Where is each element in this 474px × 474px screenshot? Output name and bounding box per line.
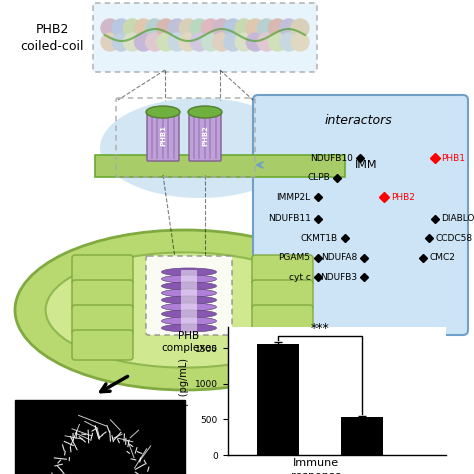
FancyBboxPatch shape	[72, 330, 133, 360]
Ellipse shape	[146, 106, 180, 118]
FancyBboxPatch shape	[93, 3, 317, 72]
Circle shape	[201, 19, 219, 37]
Circle shape	[269, 33, 287, 51]
Circle shape	[146, 19, 164, 37]
Bar	[181, 270, 197, 332]
Text: CMC2: CMC2	[430, 253, 456, 262]
Text: NDUFB3: NDUFB3	[320, 273, 357, 282]
FancyBboxPatch shape	[146, 256, 232, 335]
Y-axis label: IFN-β (pg/mL): IFN-β (pg/mL)	[179, 357, 189, 425]
Circle shape	[191, 33, 209, 51]
Ellipse shape	[15, 230, 355, 390]
Circle shape	[291, 19, 309, 37]
Text: PHB2: PHB2	[202, 126, 208, 146]
Circle shape	[135, 19, 153, 37]
Ellipse shape	[188, 106, 222, 118]
Ellipse shape	[162, 282, 217, 290]
Ellipse shape	[162, 296, 217, 304]
Text: ***: ***	[310, 322, 329, 335]
Ellipse shape	[162, 303, 217, 311]
Text: NDUFB10: NDUFB10	[310, 154, 354, 163]
Ellipse shape	[162, 317, 217, 325]
Bar	[15, 400, 185, 474]
Circle shape	[246, 19, 264, 37]
FancyBboxPatch shape	[72, 305, 133, 335]
Circle shape	[112, 33, 130, 51]
Circle shape	[135, 33, 153, 51]
Bar	[341, 418, 383, 455]
Circle shape	[235, 19, 253, 37]
Ellipse shape	[162, 289, 217, 297]
Text: NDUFA8: NDUFA8	[321, 253, 357, 262]
Circle shape	[280, 33, 298, 51]
Circle shape	[224, 19, 242, 37]
Circle shape	[213, 33, 231, 51]
Ellipse shape	[162, 324, 217, 332]
Text: PHB1: PHB1	[442, 154, 465, 163]
Circle shape	[246, 33, 264, 51]
Ellipse shape	[162, 275, 217, 283]
Bar	[257, 344, 299, 455]
Circle shape	[157, 33, 175, 51]
Circle shape	[123, 33, 141, 51]
FancyBboxPatch shape	[147, 111, 179, 161]
Circle shape	[101, 19, 119, 37]
Circle shape	[179, 33, 197, 51]
FancyBboxPatch shape	[252, 255, 313, 285]
Text: interactors: interactors	[324, 113, 392, 127]
Ellipse shape	[162, 268, 217, 276]
Text: PHB1: PHB1	[160, 126, 166, 146]
Circle shape	[235, 33, 253, 51]
Text: IMM: IMM	[355, 160, 377, 170]
FancyBboxPatch shape	[189, 111, 221, 161]
Text: NDUFB11: NDUFB11	[268, 214, 310, 223]
FancyBboxPatch shape	[72, 255, 133, 285]
Text: Immune
response: Immune response	[291, 458, 341, 474]
Circle shape	[168, 19, 186, 37]
Circle shape	[224, 33, 242, 51]
Text: PHB2
coiled-coil: PHB2 coiled-coil	[20, 23, 84, 53]
Text: PGAM5: PGAM5	[279, 253, 310, 262]
FancyBboxPatch shape	[252, 305, 313, 335]
Circle shape	[157, 19, 175, 37]
Text: CLPB: CLPB	[307, 173, 330, 182]
Text: PHB
complexes: PHB complexes	[161, 331, 217, 353]
Bar	[95, 155, 345, 177]
Circle shape	[201, 33, 219, 51]
Circle shape	[291, 33, 309, 51]
Text: CKMT1B: CKMT1B	[301, 234, 338, 243]
Text: DIABLO: DIABLO	[442, 214, 474, 223]
Circle shape	[112, 19, 130, 37]
Ellipse shape	[162, 310, 217, 318]
Text: IMMP2L: IMMP2L	[276, 193, 310, 202]
Circle shape	[213, 19, 231, 37]
Ellipse shape	[46, 252, 324, 368]
Circle shape	[123, 19, 141, 37]
Text: cyt c: cyt c	[289, 273, 310, 282]
Circle shape	[179, 19, 197, 37]
Circle shape	[168, 33, 186, 51]
Circle shape	[269, 19, 287, 37]
FancyBboxPatch shape	[252, 280, 313, 310]
Ellipse shape	[100, 98, 300, 198]
FancyBboxPatch shape	[253, 95, 468, 335]
Text: PHB2: PHB2	[391, 193, 415, 202]
Circle shape	[146, 33, 164, 51]
Circle shape	[257, 33, 275, 51]
FancyBboxPatch shape	[252, 330, 313, 360]
Circle shape	[280, 19, 298, 37]
Circle shape	[191, 19, 209, 37]
Text: CCDC58: CCDC58	[436, 234, 473, 243]
FancyBboxPatch shape	[72, 280, 133, 310]
Circle shape	[101, 33, 119, 51]
Circle shape	[257, 19, 275, 37]
